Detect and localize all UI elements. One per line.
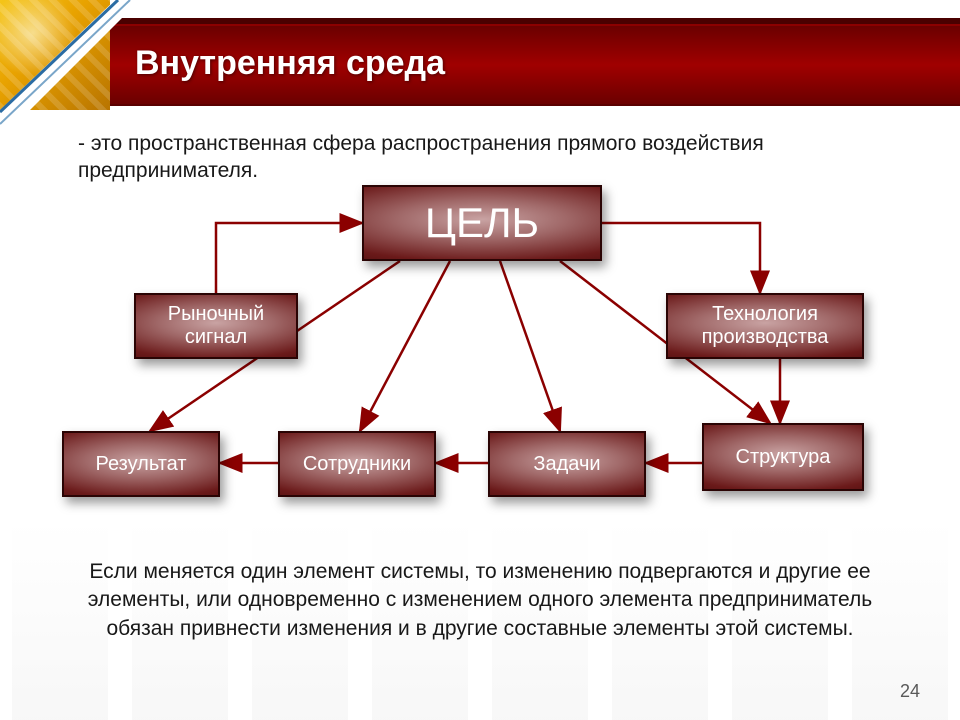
corner-photo-gold <box>0 0 110 110</box>
edge-signal-goal <box>216 223 362 293</box>
slide-title: Внутренняя среда <box>135 44 445 83</box>
edge-goal-tech <box>602 223 760 293</box>
conclusion-text: Если меняется один элемент системы, то и… <box>75 558 885 643</box>
node-staff: Сотрудники <box>278 431 436 497</box>
node-signal: Рыночный сигнал <box>134 293 298 359</box>
page-number: 24 <box>900 681 920 702</box>
diagram-container: ЦЕЛЬ Рыночный сигнал Технология производст… <box>0 185 960 525</box>
node-structure: Структура <box>702 423 864 491</box>
node-tech: Технология производства <box>666 293 864 359</box>
node-goal: ЦЕЛЬ <box>362 185 602 261</box>
node-tasks: Задачи <box>488 431 646 497</box>
intro-text: - это пространственная сфера распростран… <box>78 130 898 185</box>
edge-goal-tasks <box>500 261 560 431</box>
node-result: Результат <box>62 431 220 497</box>
edge-goal-staff <box>360 261 450 431</box>
